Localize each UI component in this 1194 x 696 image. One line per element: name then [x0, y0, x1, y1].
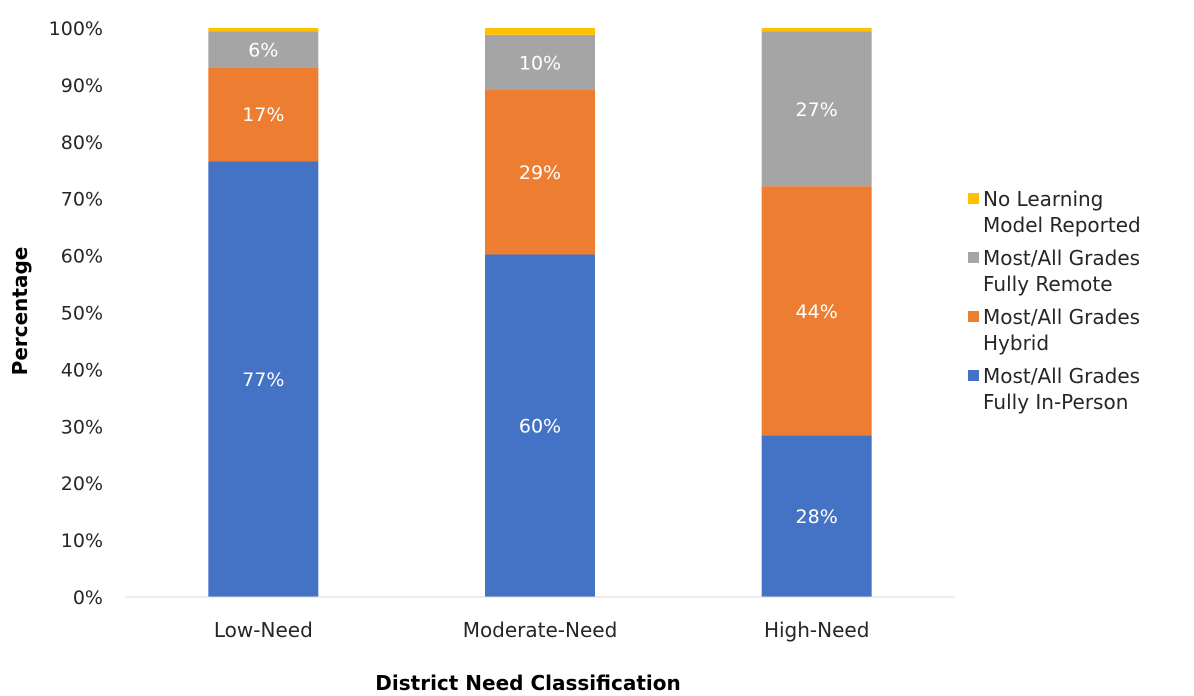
bar-segment: [761, 31, 872, 187]
legend-item: No Learning Model Reported: [968, 186, 1194, 238]
bar-stacks: [208, 28, 872, 597]
y-tick-label: 90%: [61, 75, 103, 97]
data-label: 60%: [519, 416, 561, 438]
x-category-label: Low-Need: [214, 618, 313, 642]
legend-label-line: No Learning: [983, 187, 1104, 211]
legend: No Learning Model Reported Most/All Grades…: [968, 186, 1194, 422]
y-tick-label: 80%: [61, 132, 103, 154]
y-tick-label: 100%: [49, 18, 103, 40]
bar-segment: [485, 34, 595, 91]
x-axis-categories: Low-Need Moderate-Need High-Need: [214, 618, 869, 642]
x-category-label: Moderate-Need: [463, 618, 618, 642]
legend-label-line: Fully Remote: [983, 272, 1113, 296]
data-label: 6%: [248, 39, 278, 61]
y-tick-label: 20%: [61, 473, 103, 495]
y-axis-ticks: 0% 10% 20% 30% 40% 50% 60% 70% 80% 90% 100%: [49, 18, 103, 609]
legend-item: Most/All Grades Fully Remote: [968, 245, 1194, 297]
legend-label: Most/All Grades Fully In-Person: [983, 363, 1183, 415]
legend-item: Most/All Grades Hybrid: [968, 304, 1194, 356]
data-label: 44%: [796, 301, 838, 323]
x-axis-title: District Need Classification: [375, 671, 680, 695]
bar-segment: [208, 67, 319, 162]
y-tick-label: 30%: [61, 416, 103, 438]
legend-item: Most/All Grades Fully In-Person: [968, 363, 1194, 415]
bar-segment: [761, 28, 872, 32]
bar-segment: [208, 28, 319, 32]
data-label: 29%: [519, 162, 561, 184]
y-tick-label: 10%: [61, 530, 103, 552]
legend-label-line: Most/All Grades: [983, 364, 1141, 388]
legend-label-line: Most/All Grades: [983, 246, 1141, 270]
legend-label: Most/All Grades Fully Remote: [983, 245, 1183, 297]
y-tick-label: 0%: [73, 587, 103, 609]
legend-swatch: [968, 370, 979, 381]
data-label: 27%: [796, 99, 838, 121]
y-tick-label: 60%: [61, 246, 103, 268]
y-tick-label: 50%: [61, 303, 103, 325]
bar-segment: [208, 161, 319, 597]
legend-label: No Learning Model Reported: [983, 186, 1183, 238]
x-category-label: High-Need: [764, 618, 869, 642]
y-tick-label: 40%: [61, 359, 103, 381]
legend-label-line: Hybrid: [983, 331, 1050, 355]
legend-label-line: Model Reported: [983, 213, 1141, 237]
data-labels: 77% 17% 6% 60% 29% 10% 28% 44% 27%: [242, 39, 838, 528]
y-tick-label: 70%: [61, 189, 103, 211]
legend-swatch: [968, 311, 979, 322]
bar-segment: [208, 31, 319, 68]
data-label: 28%: [796, 506, 838, 528]
bar-segment: [485, 254, 595, 597]
data-label: 77%: [242, 369, 284, 391]
data-label: 10%: [519, 52, 561, 74]
bar-segment: [761, 435, 872, 597]
legend-label-line: Fully In-Person: [983, 390, 1129, 414]
bar-segment: [485, 28, 595, 35]
legend-label-line: Most/All Grades: [983, 305, 1141, 329]
legend-swatch: [968, 252, 979, 263]
bar-segment: [761, 186, 872, 436]
legend-label: Most/All Grades Hybrid: [983, 304, 1183, 356]
bar-segment: [485, 90, 595, 255]
legend-swatch: [968, 193, 979, 204]
y-axis-title: Percentage: [8, 247, 32, 376]
data-label: 17%: [242, 104, 284, 126]
